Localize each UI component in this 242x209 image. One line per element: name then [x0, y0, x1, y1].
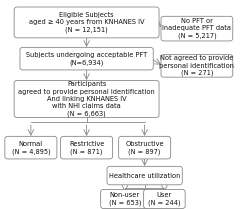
Text: Restrictive
(N = 871): Restrictive (N = 871): [69, 141, 104, 154]
Text: Eligible Subjects
aged ≥ 40 years from KNHANES IV
(N = 12,151): Eligible Subjects aged ≥ 40 years from K…: [29, 12, 144, 33]
Text: Participants
agreed to provide personal identification
And linking KNHANES IV
wi: Participants agreed to provide personal …: [18, 81, 155, 117]
Text: Non-user
(N = 653): Non-user (N = 653): [109, 192, 141, 206]
FancyBboxPatch shape: [14, 7, 159, 38]
FancyBboxPatch shape: [107, 166, 182, 185]
FancyBboxPatch shape: [119, 136, 171, 159]
Text: Healthcare utilization: Healthcare utilization: [109, 173, 180, 178]
FancyBboxPatch shape: [60, 136, 113, 159]
Text: Obstructive
(N = 897): Obstructive (N = 897): [125, 141, 164, 154]
FancyBboxPatch shape: [101, 189, 149, 209]
FancyBboxPatch shape: [144, 189, 185, 209]
Text: User
(N = 244): User (N = 244): [148, 192, 181, 206]
Text: Not agreed to provide
personal identification
(N = 271): Not agreed to provide personal identific…: [159, 55, 234, 76]
Text: Normal
(N = 4,895): Normal (N = 4,895): [12, 141, 50, 154]
Text: Subjects undergoing acceptable PFT
(N=6,934): Subjects undergoing acceptable PFT (N=6,…: [26, 52, 147, 65]
FancyBboxPatch shape: [161, 16, 233, 41]
FancyBboxPatch shape: [5, 136, 57, 159]
Text: No PFT or
Inadequate PFT data
(N = 5,217): No PFT or Inadequate PFT data (N = 5,217…: [162, 18, 231, 39]
FancyBboxPatch shape: [14, 80, 159, 117]
FancyBboxPatch shape: [20, 47, 153, 70]
FancyBboxPatch shape: [161, 55, 233, 77]
